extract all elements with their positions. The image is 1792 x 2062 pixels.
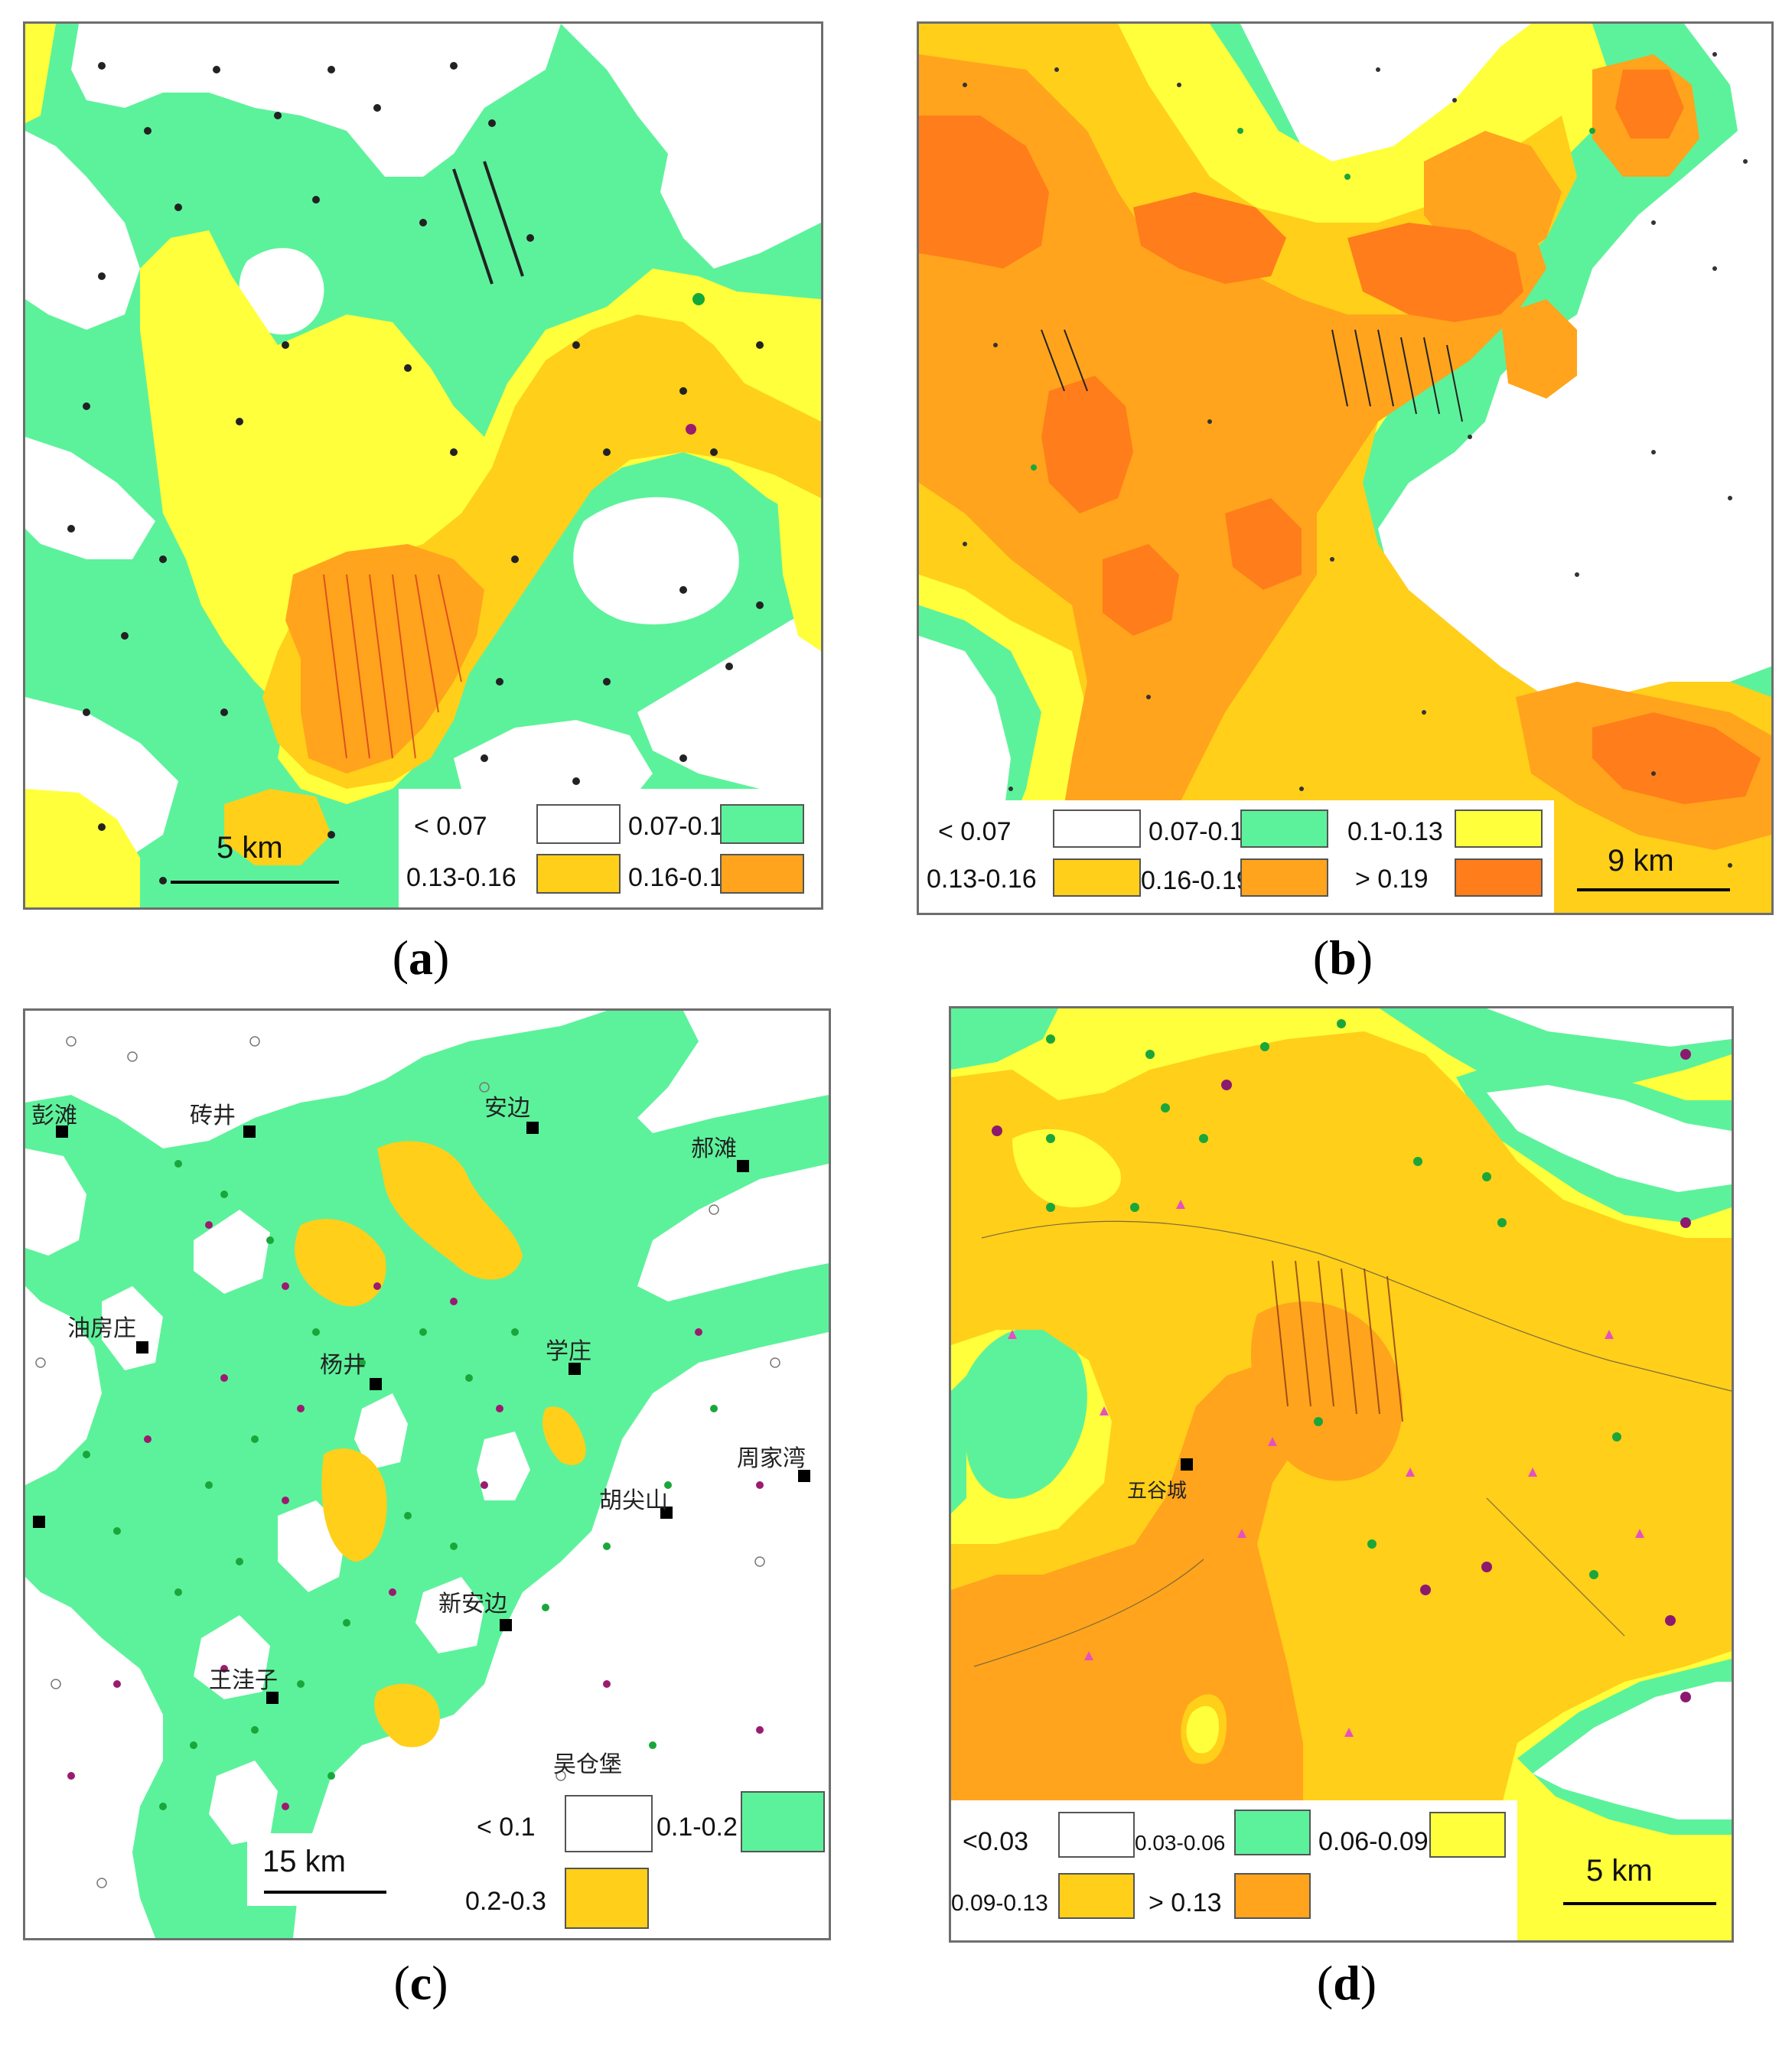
legend-label: 0.03-0.06	[1135, 1831, 1226, 1855]
legend-b: < 0.07 0.07-0.1 0.1-0.13 0.13-0.16 0.16-…	[919, 800, 1554, 913]
legend-swatch	[565, 1868, 649, 1929]
legend-label: 0.1-0.2	[657, 1813, 738, 1842]
scale-label: 5 km	[217, 831, 283, 865]
legend-label: <0.03	[963, 1827, 1029, 1856]
map-panel-c: 彭滩 砖井 安边 郝滩 油房庄 杨井 学庄 周家湾 新安边 王洼子 吴仓堡 胡尖…	[23, 1008, 831, 1940]
place-label: 新安边	[438, 1591, 507, 1617]
place-label: 郝滩	[691, 1136, 737, 1161]
legend-label: 0.09-0.13	[951, 1891, 1048, 1916]
legend-label: 0.1-0.13	[1347, 817, 1443, 846]
legend-swatch	[741, 1791, 825, 1852]
legend-label: 0.07-0.1	[628, 812, 724, 841]
place-label: 安边	[484, 1096, 530, 1121]
caption-letter: c	[409, 1956, 432, 2010]
town-marker	[33, 1516, 45, 1528]
contour-map-a	[25, 24, 821, 907]
place-label: 吴仓堡	[553, 1752, 622, 1777]
place-label: 胡尖山	[599, 1488, 668, 1513]
caption-d: (d)	[1316, 1956, 1377, 2010]
legend-swatch	[1240, 809, 1328, 848]
legend-label: 0.2-0.3	[465, 1887, 546, 1916]
contour-map-d	[951, 1008, 1732, 1940]
town-marker	[56, 1125, 68, 1138]
legend-label: < 0.1	[477, 1813, 536, 1842]
town-marker	[1181, 1458, 1193, 1471]
place-label: 砖井	[190, 1103, 236, 1129]
town-marker	[569, 1363, 581, 1375]
town-marker	[370, 1378, 382, 1390]
scale-bar-d: 5 km	[1556, 1850, 1724, 1927]
legend-swatch	[1240, 858, 1328, 897]
legend-swatch	[720, 804, 804, 844]
town-marker	[526, 1122, 539, 1134]
legend-label: 0.16-0.19	[1141, 866, 1251, 895]
legend-swatch	[536, 804, 621, 844]
scale-line	[264, 1891, 386, 1894]
legend-swatch	[1429, 1812, 1506, 1858]
scale-line	[1563, 1902, 1716, 1905]
town-marker	[737, 1160, 749, 1172]
legend-swatch	[1058, 1873, 1135, 1919]
map-panel-b: < 0.07 0.07-0.1 0.1-0.13 0.13-0.16 0.16-…	[917, 21, 1774, 915]
legend-swatch	[1455, 809, 1543, 848]
legend-label: 0.07-0.1	[1149, 817, 1244, 846]
place-label: 学庄	[546, 1339, 591, 1364]
scale-label: 5 km	[1586, 1854, 1653, 1888]
legend-label: 0.16-0.19	[628, 863, 738, 892]
place-label: 油房庄	[67, 1316, 136, 1341]
place-label: 周家湾	[737, 1446, 806, 1471]
legend-swatch	[1053, 858, 1141, 897]
legend-swatch	[1234, 1873, 1311, 1919]
legend-label: < 0.07	[414, 812, 487, 841]
legend-label: < 0.07	[938, 817, 1012, 846]
town-marker	[243, 1125, 256, 1138]
legend-swatch	[536, 854, 621, 894]
legend-label: 0.13-0.16	[927, 865, 1037, 894]
legend-a: < 0.07 0.07-0.1 0.13-0.16 0.16-0.19	[399, 789, 821, 907]
contour-map-b	[919, 24, 1771, 913]
town-marker	[798, 1470, 810, 1482]
place-label: 彭滩	[31, 1103, 77, 1129]
caption-letter: a	[409, 930, 433, 985]
caption-a: (a)	[392, 930, 450, 985]
legend-swatch	[1058, 1812, 1135, 1858]
town-marker	[136, 1341, 148, 1353]
caption-letter: b	[1329, 930, 1357, 985]
legend-swatch	[565, 1795, 653, 1852]
place-label: 五谷城	[1127, 1479, 1188, 1502]
caption-letter: d	[1333, 1956, 1360, 2010]
place-label: 王洼子	[209, 1668, 278, 1693]
town-marker	[266, 1692, 279, 1704]
town-marker	[500, 1619, 512, 1631]
caption-b: (b)	[1312, 930, 1373, 985]
scale-bar-a: 5 km	[163, 808, 393, 907]
scale-line	[171, 881, 339, 884]
legend-swatch	[1053, 809, 1141, 848]
legend-label: > 0.13	[1149, 1888, 1222, 1917]
scale-label: 15 km	[262, 1845, 346, 1878]
legend-d: <0.03 0.03-0.06 0.06-0.09 0.09-0.13 > 0.…	[951, 1800, 1517, 1940]
scale-bar-b: 9 km	[1577, 835, 1761, 911]
caption-c: (c)	[393, 1956, 448, 2010]
scale-line	[1577, 888, 1730, 891]
legend-c: < 0.1 0.1-0.2 0.2-0.3	[454, 1783, 829, 1938]
legend-label: 0.06-0.09	[1318, 1827, 1429, 1856]
scale-label: 9 km	[1608, 844, 1674, 878]
legend-swatch	[720, 854, 804, 894]
legend-label: > 0.19	[1355, 865, 1429, 894]
place-label: 杨井	[320, 1353, 366, 1378]
legend-swatch	[1455, 858, 1543, 897]
legend-swatch	[1234, 1810, 1311, 1855]
map-panel-a: < 0.07 0.07-0.1 0.13-0.16 0.16-0.19 5 km	[23, 21, 823, 910]
town-marker	[660, 1507, 673, 1519]
scale-bar-c: 15 km	[247, 1833, 408, 1906]
map-panel-d: 五谷城 <0.03 0.03-0.06 0.06-0.09 0.09-0.13 …	[949, 1006, 1734, 1943]
legend-label: 0.13-0.16	[406, 863, 516, 892]
